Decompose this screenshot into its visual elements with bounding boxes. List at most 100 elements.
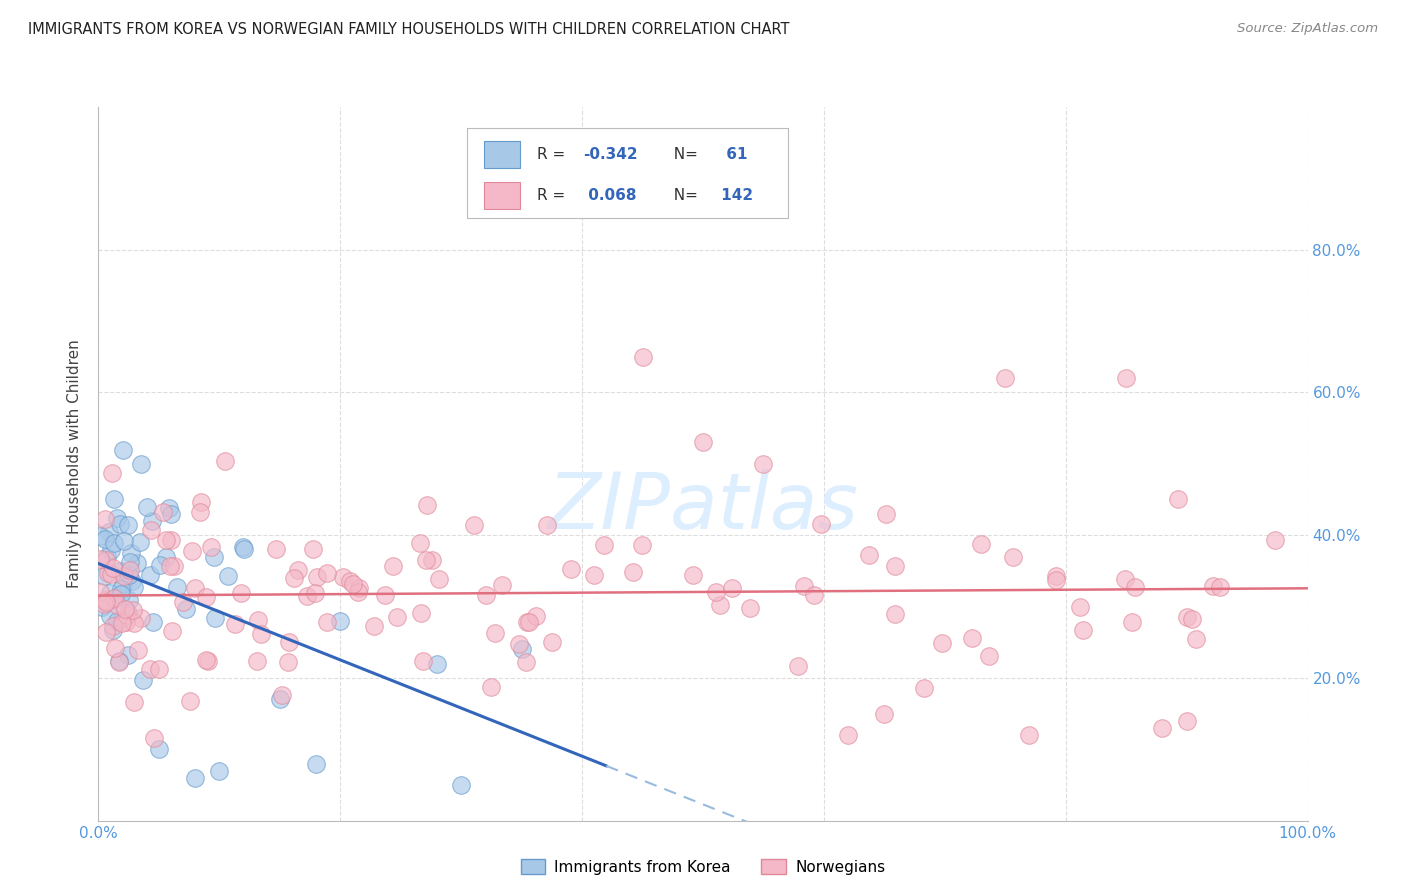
Point [1018,728,1040,742]
Point [884,559,907,574]
Point [117,517,139,532]
Text: R =: R = [537,147,571,162]
Point [246,654,269,668]
Point [475,588,498,602]
Point [1167,491,1189,506]
Point [93,597,115,611]
Point [98,608,121,623]
Point [1202,579,1225,593]
Point [721,581,744,595]
Point [159,558,181,573]
Point [141,514,163,528]
Point [115,615,138,629]
Point [108,564,131,578]
Point [118,593,141,607]
Point [110,587,132,601]
Point [104,640,127,655]
Point [516,615,538,629]
Point [479,681,502,695]
Legend: Immigrants from Korea, Norwegians: Immigrants from Korea, Norwegians [515,853,891,880]
Text: -0.342: -0.342 [583,147,638,162]
Text: IMMIGRANTS FROM KOREA VS NORWEGIAN FAMILY HOUSEHOLDS WITH CHILDREN CORRELATION C: IMMIGRANTS FROM KOREA VS NORWEGIAN FAMIL… [28,22,790,37]
Point [349,581,371,595]
Point [118,556,141,570]
Point [302,541,325,556]
Point [101,467,124,481]
Point [1114,572,1136,586]
Point [415,553,437,567]
Point [142,731,165,745]
Point [1045,569,1067,583]
Point [232,542,254,557]
Point [420,553,443,567]
Point [157,500,180,515]
Point [160,624,183,638]
Point [96,553,118,567]
Point [277,655,299,669]
Point [96,594,118,608]
Point [875,507,897,521]
Point [127,643,149,657]
Point [363,619,385,633]
Point [197,654,219,668]
Point [278,635,301,649]
Point [118,567,141,582]
Point [374,588,396,602]
Point [793,579,815,593]
Point [1001,549,1024,564]
Point [111,442,134,457]
Point [152,505,174,519]
Point [195,590,218,604]
Point [122,694,145,708]
Point [122,602,145,616]
Point [837,728,859,742]
Point [339,574,361,588]
Point [283,571,305,585]
Point [508,637,530,651]
Point [409,535,432,549]
Point [246,613,269,627]
Point [163,559,186,574]
Text: N=: N= [664,188,699,203]
Point [803,588,825,602]
Point [510,642,533,657]
Point [172,595,194,609]
Point [94,512,117,526]
Point [142,615,165,630]
Point [631,350,654,364]
Point [98,586,121,600]
Point [128,535,150,549]
Point [1069,599,1091,614]
Point [108,654,131,668]
Text: ZIPatlas: ZIPatlas [547,468,859,545]
Point [112,534,135,549]
Point [631,538,654,552]
Point [560,562,582,576]
Point [118,563,141,577]
Point [124,616,146,631]
Point [412,654,434,668]
Point [117,648,139,662]
Point [104,592,127,607]
Point [184,582,207,596]
Point [305,570,328,584]
Point [1264,533,1286,547]
Point [105,598,128,612]
Point [139,662,162,676]
Point [103,536,125,550]
Point [120,546,142,560]
Point [960,632,983,646]
Point [117,606,139,620]
Point [692,435,714,450]
Point [184,771,207,785]
Point [105,614,128,628]
Point [463,517,485,532]
Point [179,694,201,708]
Point [304,586,326,600]
Y-axis label: Family Households with Children: Family Households with Children [67,340,83,588]
Point [98,524,121,539]
Point [347,585,370,599]
Point [122,580,145,594]
Point [524,609,547,624]
Point [204,611,226,625]
